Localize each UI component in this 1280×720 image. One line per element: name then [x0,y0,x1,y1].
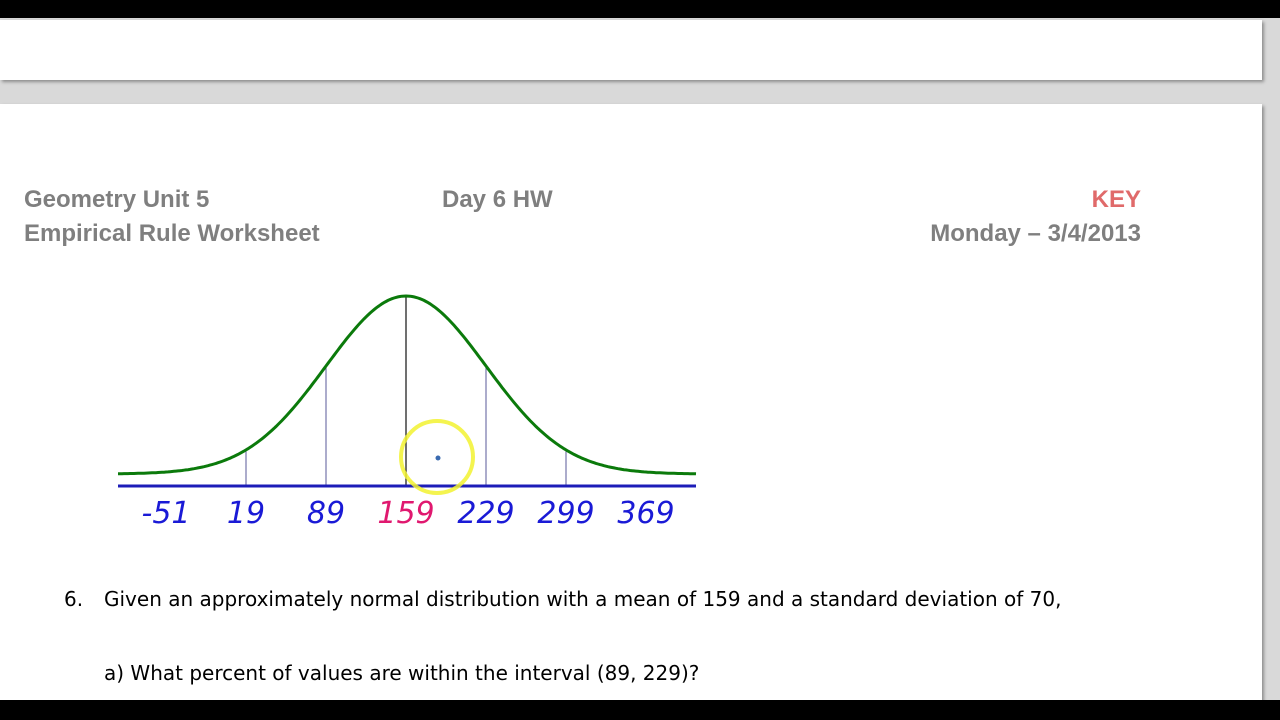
tick-label: 369 [617,496,674,531]
course-title: Geometry Unit 5 [24,186,210,213]
tick-label: 89 [307,496,345,531]
question-number: 6. [64,587,84,611]
tick-label: 229 [457,496,514,531]
tick-label: 19 [227,496,265,531]
previous-page [0,20,1262,80]
worksheet-page: Geometry Unit 5 Empirical Rule Worksheet… [0,104,1262,704]
worksheet-title: Empirical Rule Worksheet [24,220,320,247]
date-label: Monday – 3/4/2013 [930,220,1141,247]
bell-curve [118,294,697,476]
key-label: KEY [1091,186,1141,213]
cursor-dot [435,455,441,461]
tick-label: 159 [377,496,434,531]
question-part-a: a) What percent of values are within the… [104,661,700,685]
question-text: Given an approximately normal distributi… [104,587,1062,611]
tick-label: -51 [142,496,191,531]
assignment-label: Day 6 HW [442,186,553,213]
cursor-highlight [399,419,475,495]
bottom-bar [0,700,1280,720]
tick-label: 299 [537,496,594,531]
